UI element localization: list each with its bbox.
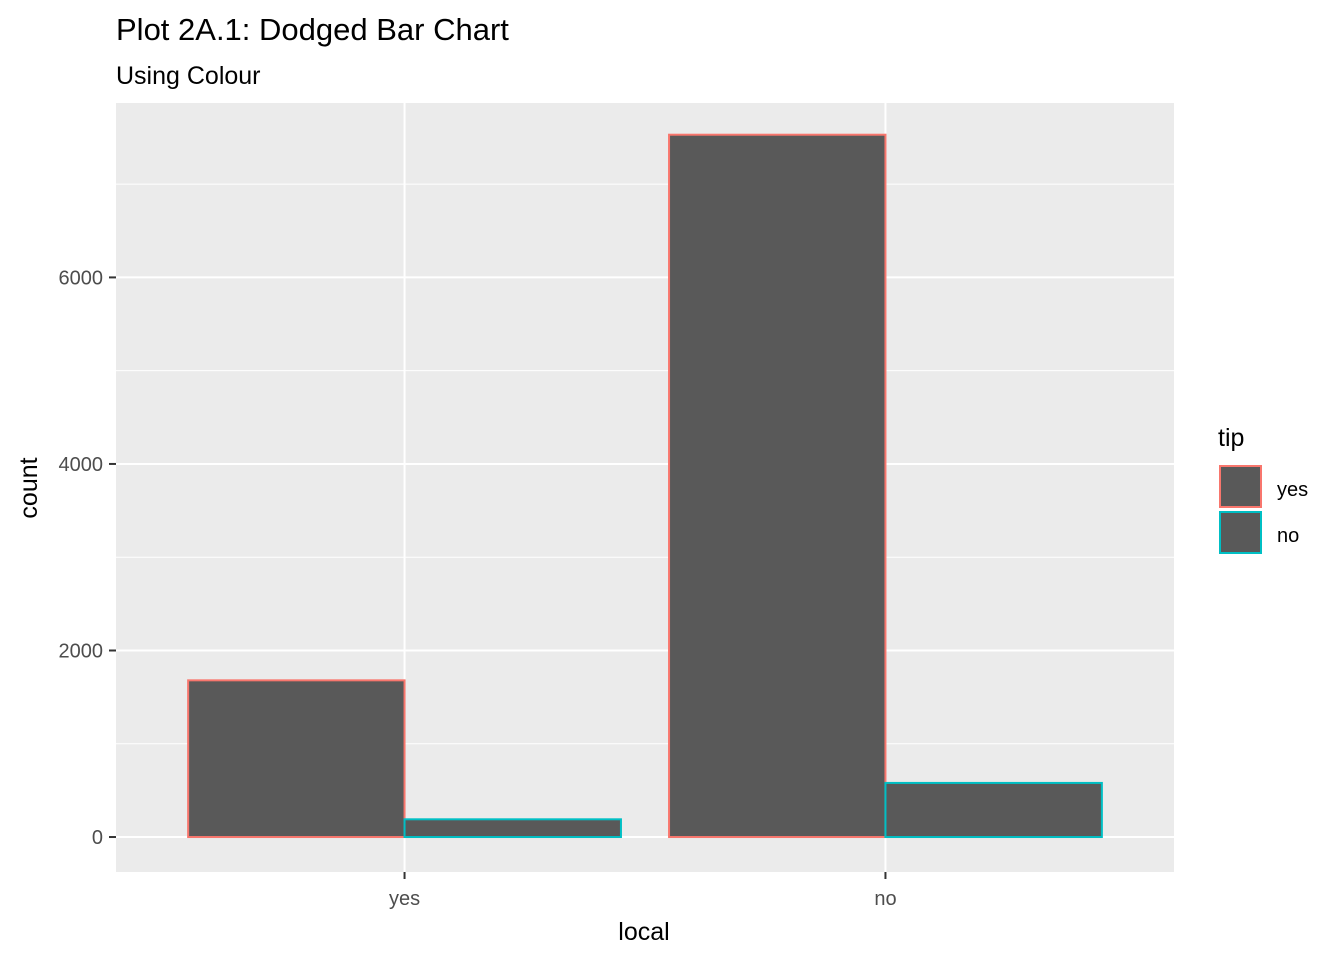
- y-tick-label: 2000: [59, 640, 104, 662]
- y-axis-title: count: [15, 457, 43, 518]
- y-tick-label: 0: [92, 827, 103, 849]
- x-axis-title: local: [618, 918, 669, 946]
- y-tick-label: 4000: [59, 454, 104, 476]
- x-tick-label: no: [874, 888, 896, 910]
- y-tick-label: 6000: [59, 267, 104, 289]
- legend-label-no: no: [1277, 525, 1299, 547]
- bar-no-no: [884, 781, 1103, 839]
- chart-subtitle: Using Colour: [116, 62, 261, 90]
- bars: [187, 133, 1103, 839]
- bar-yes-no: [403, 818, 622, 839]
- legend-label-yes: yes: [1277, 479, 1308, 501]
- legend-key-no: [1219, 511, 1262, 554]
- bar-yes-yes: [187, 679, 406, 839]
- chart-title: Plot 2A.1: Dodged Bar Chart: [116, 12, 509, 47]
- legend-key-yes: [1219, 465, 1262, 508]
- legend-title: tip: [1218, 424, 1244, 452]
- y-axis: 0 2000 4000 6000: [59, 267, 116, 849]
- x-tick-label: yes: [389, 888, 420, 910]
- x-axis: yes no: [389, 872, 897, 910]
- bar-no-yes: [668, 133, 887, 839]
- legend: tip yes no: [1218, 424, 1308, 554]
